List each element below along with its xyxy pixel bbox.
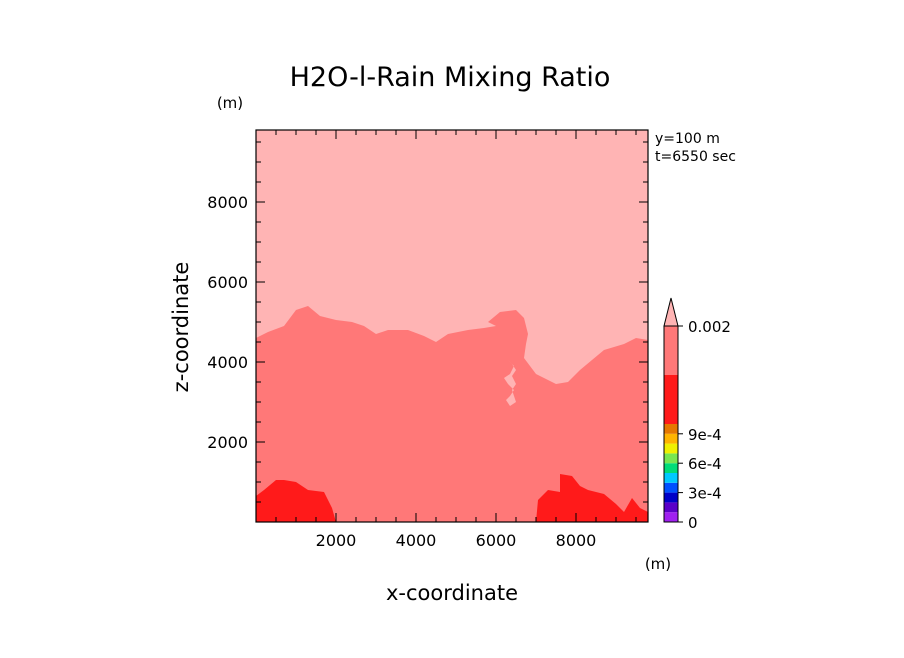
contour-region-0.001-0.0015-right <box>536 474 648 522</box>
y-tick-label: 2000 <box>207 433 248 452</box>
x-tick-label: 4000 <box>396 531 437 550</box>
x-tick-label: 2000 <box>316 531 357 550</box>
colorbar-tick-label: 3e-4 <box>688 485 722 503</box>
colorbar-frame <box>663 325 679 523</box>
chart-title: H2O-l-Rain Mixing Ratio <box>290 62 611 93</box>
contour-region-0.001-0.0015-left <box>256 480 336 522</box>
colorbar-segment <box>664 326 678 375</box>
colorbar-segment <box>664 512 678 522</box>
colorbar-extension-triangle <box>663 297 679 327</box>
colorbar-segment <box>664 375 678 424</box>
plot-area: 2000 4000 6000 8000 2000 4000 6000 8000 <box>207 129 649 550</box>
colorbar-tick-label: 6e-4 <box>688 455 722 473</box>
y-tick-label: 4000 <box>207 353 248 372</box>
y-axis-label: z-coordinate <box>169 262 193 393</box>
colorbar-segment <box>664 492 678 503</box>
colorbar-tick-label: 0 <box>688 514 698 532</box>
colorbar-tick-label: 9e-4 <box>688 426 722 444</box>
y-unit-label: (m) <box>217 94 243 112</box>
x-tick-label: 6000 <box>476 531 517 550</box>
x-tick-label: 8000 <box>556 531 597 550</box>
x-unit-label: (m) <box>645 555 671 573</box>
colorbar-segment <box>664 463 678 473</box>
x-axis-label: x-coordinate <box>386 581 518 605</box>
colorbar-segment <box>664 502 678 513</box>
contour-region-above-0.002-holes <box>504 360 516 406</box>
colorbar-segment <box>664 424 678 434</box>
colorbar-segment <box>664 473 678 483</box>
y-tick-label: 6000 <box>207 273 248 292</box>
colorbar: 0 3e-4 6e-4 9e-4 0.002 <box>663 297 731 532</box>
y-tick-label: 8000 <box>207 193 248 212</box>
plot-frame <box>255 129 649 523</box>
contour-fill-group <box>256 130 648 522</box>
colorbar-segment <box>664 443 678 454</box>
annotation-time: t=6550 sec <box>655 149 736 165</box>
colorbar-segment <box>664 453 678 464</box>
contour-region-0.0015-0.002 <box>256 306 648 522</box>
colorbar-segment <box>664 433 678 444</box>
colorbar-tick-label: 0.002 <box>688 318 731 336</box>
annotation-y-position: y=100 m <box>655 131 720 147</box>
colorbar-segment <box>664 482 678 493</box>
